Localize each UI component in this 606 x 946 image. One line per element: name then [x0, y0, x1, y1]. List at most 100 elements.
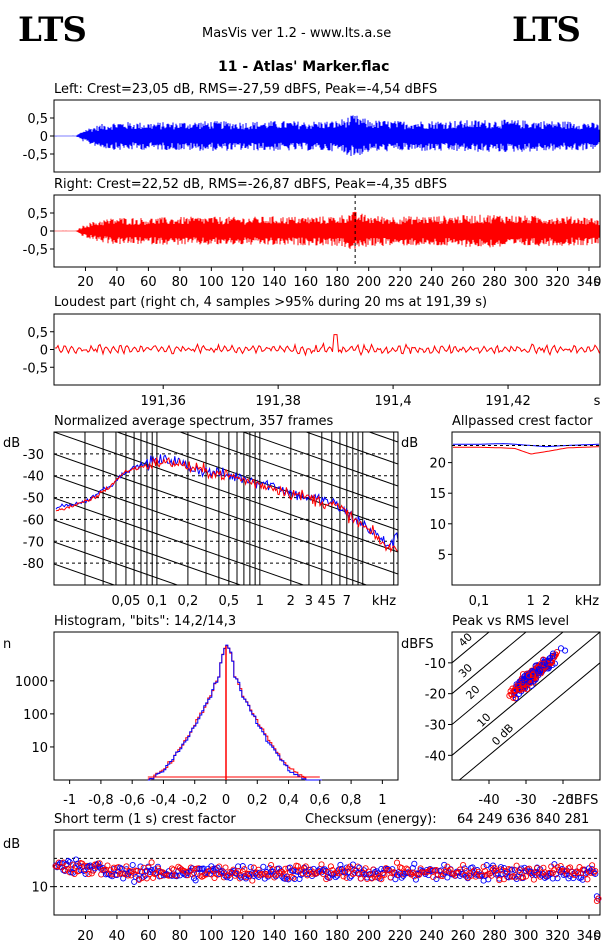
short-term-point-115-1 [231, 872, 239, 879]
spectrum-slope-1 [54, 190, 398, 310]
spectrum-series-0 [55, 454, 398, 548]
short-term-frame [53, 829, 601, 916]
spectrum-ytick-label-5: -80 [23, 557, 44, 572]
peak-rms-point-289 [540, 665, 547, 672]
spectrum-series-1 [55, 456, 398, 553]
crest-line-3 [452, 632, 600, 756]
short-term-point-55-0 [137, 863, 144, 870]
short-term-point-344-1 [592, 867, 599, 875]
short-term-point-106-1 [217, 869, 224, 876]
short-term-point-273-1 [480, 863, 487, 870]
short-term-point-138-1 [268, 861, 275, 869]
short-term-point-344-0 [592, 870, 599, 877]
spectrum-xtick-label-0: 0,05 [111, 594, 140, 609]
spectrum-slope-8 [304, 432, 398, 465]
right-waveform-xtick-label-15: 320 [545, 275, 570, 290]
loudest-part-label: Loudest part (right ch, 4 samples >95% d… [54, 295, 488, 310]
peak-rms-point-298 [537, 667, 544, 674]
short-term-point-121-1 [241, 866, 248, 873]
short-term-point-215-0 [389, 866, 396, 873]
spectrum-xtick-label-2: 0,2 [178, 594, 199, 609]
short-term-point-217-0 [392, 876, 399, 883]
loudest-xtick-label-0: 191,36 [140, 394, 186, 409]
short-term-point-61-1 [146, 870, 154, 877]
spectrum-slope-10 [178, 432, 398, 509]
logo-left: LTS [18, 10, 87, 50]
short-term-point-136-1 [264, 872, 272, 879]
loudest-xtick-label-3: 191,42 [485, 394, 531, 409]
right-waveform-xtick-label-6: 140 [262, 275, 287, 290]
short-term-point-294-1 [513, 862, 520, 869]
allpass-label: Allpassed crest factor [452, 414, 593, 429]
short-term-point-14-0 [72, 856, 80, 863]
short-term-point-262-1 [463, 867, 470, 875]
short-term-point-221-0 [398, 874, 405, 881]
right-waveform-xtick-label-12: 260 [451, 275, 476, 290]
short-term-point-38-1 [110, 864, 117, 871]
short-term-point-210-1 [381, 871, 388, 878]
spectrum-slope-12 [54, 432, 398, 553]
histogram-series-0 [147, 644, 322, 781]
logo-right: LTS [512, 10, 581, 50]
short-term-point-34-1 [104, 862, 111, 869]
peak-rms-ylabel: dBFS [401, 637, 434, 652]
short-term-point-326-1 [563, 871, 571, 878]
histogram-ylabel: n [3, 637, 11, 652]
spectrum-xtick-label-7: 4 [318, 594, 326, 609]
loudest-xtick-label-2: 191,4 [374, 394, 411, 409]
short-term-point-196-1 [359, 869, 366, 876]
allpass-ytick-0-label: 20 [429, 457, 446, 472]
short-term-xtick-label-0: 20 [77, 929, 94, 944]
spectrum-slope-7 [367, 432, 398, 443]
right-waveform-xtick-label-2: 60 [140, 275, 157, 290]
crest-line-label-0: 40 [456, 630, 475, 649]
short-term-point-336-0 [579, 876, 586, 883]
short-term-point-205-1 [373, 871, 380, 878]
allpass-frame [451, 431, 601, 586]
crest-line-2 [452, 632, 564, 726]
right-waveform-xtick-label-3: 80 [172, 275, 189, 290]
short-term-label: Short term (1 s) crest factor [54, 812, 236, 827]
peak-rms-point-282 [527, 678, 534, 686]
peak-rms-xtick-label-0: -40 [478, 793, 499, 808]
right-channel-label: Right: Crest=22,52 dB, RMS=-26,87 dBFS, … [54, 177, 447, 192]
loudest-xtick-label-1: 191,38 [255, 394, 301, 409]
spectrum-xtick-label-5: 2 [287, 594, 295, 609]
short-term-point-104-0 [214, 864, 221, 871]
short-term-xtick-label-7: 160 [293, 929, 318, 944]
right-waveform-trace [54, 211, 600, 249]
short-term-point-331-0 [571, 870, 578, 877]
short-term-point-59-1 [143, 875, 150, 882]
short-term-ylabel: dB [3, 837, 20, 852]
spectrum-slope-5 [54, 278, 398, 398]
right-waveform-xtick-label-4: 100 [199, 275, 224, 290]
short-term-xtick-label-3: 80 [172, 929, 189, 944]
short-term-point-291-0 [508, 866, 515, 873]
short-term-point-88-1 [189, 871, 196, 878]
short-term-point-81-1 [178, 866, 185, 873]
peak-rms-ytick-3-label: -40 [425, 749, 446, 764]
right-waveform-xtick-label-1: 40 [109, 275, 126, 290]
short-term-point-339-1 [584, 876, 591, 883]
short-term-point-62-1 [148, 859, 155, 866]
crest-line-4 [458, 662, 600, 780]
short-term-point-201-1 [367, 871, 374, 878]
loudest-ytick-0-label: 0,5 [27, 326, 48, 341]
short-term-point-266-0 [469, 864, 476, 871]
peak-rms-point-295 [530, 671, 537, 678]
short-term-point-125-0 [247, 864, 254, 871]
spectrum-label: Normalized average spectrum, 357 frames [54, 414, 334, 429]
histogram-ytick-2-label: 1000 [15, 675, 48, 690]
spectrum-x-unit: kHz [372, 594, 396, 609]
spectrum-xtick-label-8: 5 [328, 594, 336, 609]
peak-rms-point-253 [511, 686, 518, 694]
spectrum-grid [54, 190, 398, 585]
right-waveform-ytick-2-label: -0,5 [23, 243, 48, 258]
short-term-point-46-1 [123, 863, 130, 870]
short-term-point-109-1 [222, 864, 229, 871]
spectrum-slope-17 [54, 541, 179, 585]
right-waveform-xtick-label-13: 280 [482, 275, 507, 290]
short-term-point-75-0 [168, 872, 176, 879]
loudest-trace [55, 334, 600, 357]
peak-rms-xtick-label-1: -30 [515, 793, 536, 808]
